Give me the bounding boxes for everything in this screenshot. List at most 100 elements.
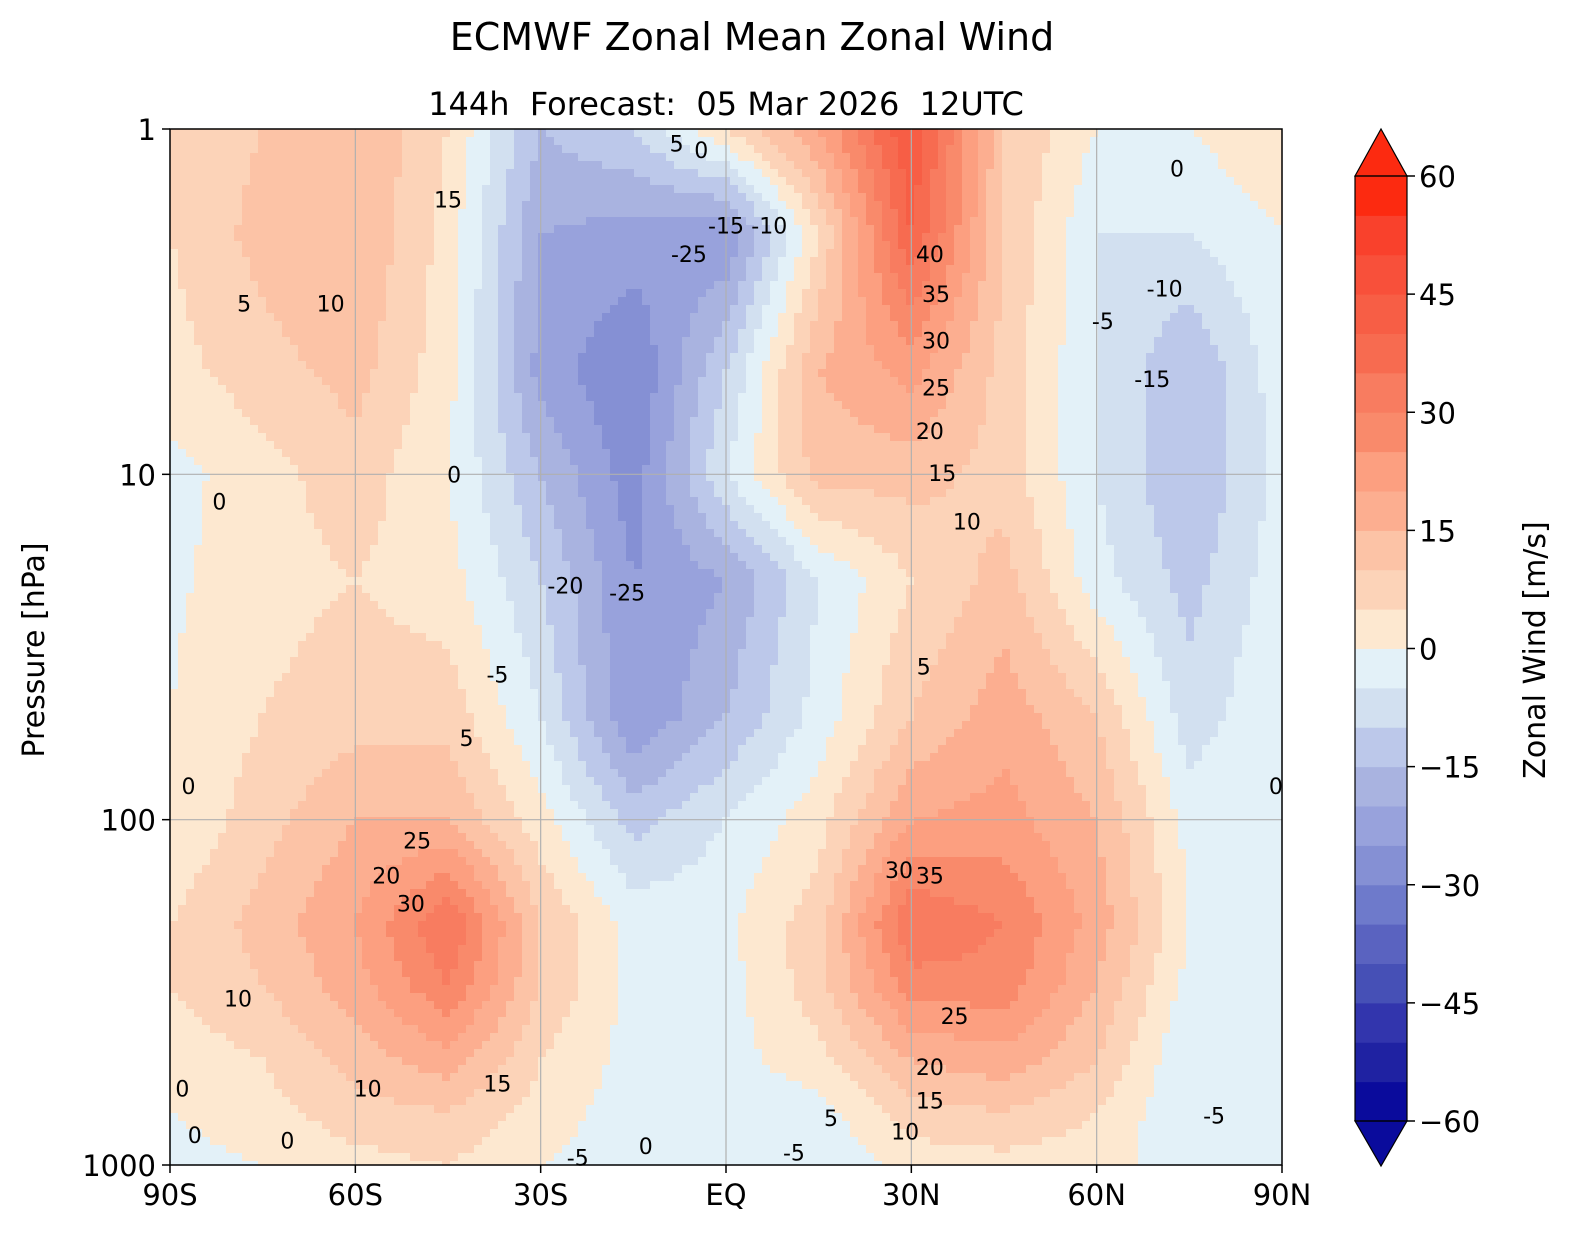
heatmap-cell xyxy=(546,321,555,330)
heatmap-cell xyxy=(946,393,955,402)
heatmap-cell xyxy=(1186,401,1195,410)
heatmap-cell xyxy=(786,217,795,226)
heatmap-cell xyxy=(322,377,331,386)
heatmap-cell xyxy=(866,329,875,338)
heatmap-cell xyxy=(426,257,435,266)
heatmap-cell xyxy=(378,329,387,338)
heatmap-cell xyxy=(306,153,315,162)
heatmap-cell xyxy=(498,193,507,202)
heatmap-cell xyxy=(618,169,627,178)
heatmap-cell xyxy=(346,361,355,370)
heatmap-cell xyxy=(1026,257,1035,266)
heatmap-cell xyxy=(1218,353,1227,362)
heatmap-cell xyxy=(618,337,627,346)
heatmap-cell xyxy=(618,209,627,218)
heatmap-cell xyxy=(602,289,611,298)
heatmap-cell xyxy=(178,153,187,162)
heatmap-cell xyxy=(930,281,939,290)
heatmap-cell xyxy=(314,241,323,250)
heatmap-cell xyxy=(1098,241,1107,250)
heatmap-cell xyxy=(170,137,179,146)
heatmap-cell xyxy=(1074,281,1083,290)
heatmap-cell xyxy=(458,345,467,354)
heatmap-cell xyxy=(466,313,475,322)
heatmap-cell xyxy=(346,225,355,234)
heatmap-cell xyxy=(282,321,291,330)
heatmap-cell xyxy=(514,401,523,410)
heatmap-cell xyxy=(242,153,251,162)
heatmap-cell xyxy=(922,257,931,266)
heatmap-cell xyxy=(874,409,883,418)
heatmap-cell xyxy=(1138,225,1147,234)
heatmap-cell xyxy=(1106,369,1115,378)
heatmap-cell xyxy=(578,137,587,146)
heatmap-cell xyxy=(450,185,459,194)
heatmap-cell xyxy=(762,249,771,258)
heatmap-cell xyxy=(554,209,563,218)
heatmap-cell xyxy=(514,265,523,274)
heatmap-cell xyxy=(962,177,971,186)
heatmap-cell xyxy=(458,289,467,298)
heatmap-cell xyxy=(1114,161,1123,170)
heatmap-cell xyxy=(914,321,923,330)
heatmap-cell xyxy=(322,345,331,354)
heatmap-cell xyxy=(410,337,419,346)
heatmap-cell xyxy=(498,129,507,138)
heatmap-cell xyxy=(610,265,619,274)
heatmap-cell xyxy=(434,377,443,386)
heatmap-cell xyxy=(818,265,827,274)
heatmap-cell xyxy=(170,385,179,394)
heatmap-cell xyxy=(978,169,987,178)
heatmap-cell xyxy=(562,377,571,386)
heatmap-cell xyxy=(610,273,619,282)
heatmap-cell xyxy=(914,201,923,210)
heatmap-cell xyxy=(834,137,843,146)
heatmap-cell xyxy=(626,217,635,226)
heatmap-cell xyxy=(354,249,363,258)
heatmap-cell xyxy=(1210,289,1219,298)
heatmap-cell xyxy=(1082,281,1091,290)
heatmap-cell xyxy=(1162,137,1171,146)
heatmap-cell xyxy=(938,385,947,394)
heatmap-cell xyxy=(330,185,339,194)
heatmap-cell xyxy=(450,321,459,330)
heatmap-cell xyxy=(346,169,355,178)
heatmap-cell xyxy=(194,369,203,378)
heatmap-cell xyxy=(1010,345,1019,354)
heatmap-cell xyxy=(794,209,803,218)
heatmap-cell xyxy=(450,273,459,282)
heatmap-cell xyxy=(298,241,307,250)
heatmap-cell xyxy=(386,385,395,394)
heatmap-cell xyxy=(354,401,363,410)
heatmap-cell xyxy=(258,337,267,346)
heatmap-cell xyxy=(466,337,475,346)
heatmap-cell xyxy=(946,265,955,274)
heatmap-cell xyxy=(498,145,507,154)
heatmap-cell xyxy=(274,225,283,234)
heatmap-cell xyxy=(674,297,683,306)
heatmap-cell xyxy=(970,153,979,162)
heatmap-cell xyxy=(578,273,587,282)
heatmap-cell xyxy=(1266,129,1275,138)
heatmap-cell xyxy=(450,337,459,346)
heatmap-cell xyxy=(1098,265,1107,274)
heatmap-cell xyxy=(386,265,395,274)
heatmap-cell xyxy=(458,209,467,218)
heatmap-cell xyxy=(1082,193,1091,202)
heatmap-cell xyxy=(1090,185,1099,194)
heatmap-cell xyxy=(770,137,779,146)
heatmap-cell xyxy=(482,153,491,162)
heatmap-cell xyxy=(1226,305,1235,314)
heatmap-cell xyxy=(1090,289,1099,298)
heatmap-cell xyxy=(1138,345,1147,354)
heatmap-cell xyxy=(226,169,235,178)
heatmap-cell xyxy=(1242,177,1251,186)
heatmap-cell xyxy=(666,129,675,138)
heatmap-cell xyxy=(906,137,915,146)
heatmap-cell xyxy=(538,273,547,282)
heatmap-cell xyxy=(466,393,475,402)
heatmap-cell xyxy=(1154,153,1163,162)
heatmap-cell xyxy=(1050,225,1059,234)
heatmap-cell xyxy=(1010,361,1019,370)
heatmap-cell xyxy=(394,273,403,282)
